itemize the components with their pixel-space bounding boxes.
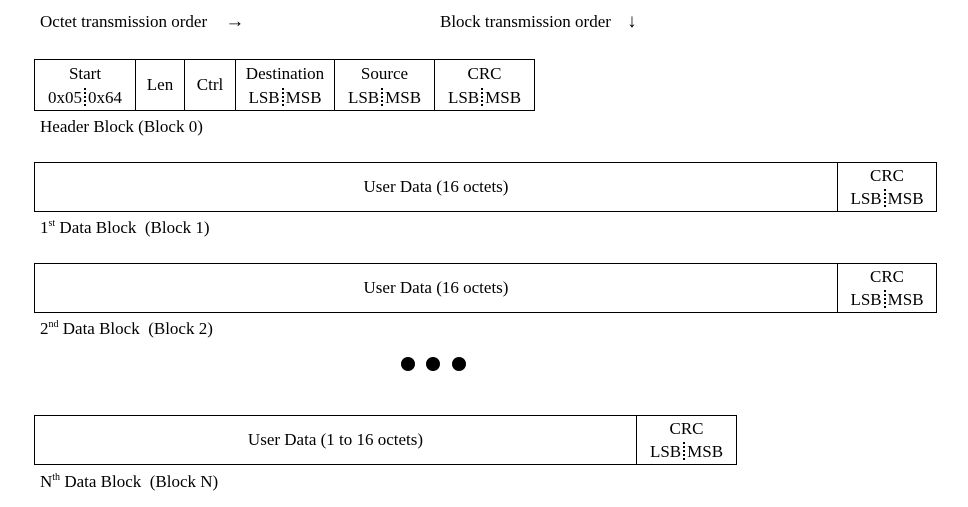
crc-label: CRC	[669, 419, 704, 438]
caption-ordinal: nd	[48, 319, 59, 330]
len-field: Len	[135, 60, 184, 110]
destination-bytes: LSB MSB	[236, 88, 334, 108]
octet-divider	[281, 88, 284, 106]
octet-divider	[883, 189, 886, 207]
lsb-label: LSB	[447, 88, 480, 107]
ellipsis-dot	[401, 357, 415, 371]
user-data-field: User Data (1 to 16 octets)	[35, 416, 636, 464]
data-block-n: User Data (1 to 16 octets) CRC LSB MSB	[34, 415, 737, 465]
msb-label: MSB	[887, 189, 924, 208]
msb-label: MSB	[687, 442, 724, 461]
ctrl-label: Ctrl	[196, 75, 224, 94]
caption-ordinal: th	[52, 472, 61, 483]
crc-bytes: LSB MSB	[838, 290, 936, 310]
caption-text: Data Block (Block 1)	[55, 218, 210, 237]
octet-order-label: Octet transmission order →	[40, 12, 244, 32]
data-block-n-caption: Nth Data Block (Block N)	[40, 472, 218, 492]
caption-text: Data Block (Block 2)	[58, 319, 213, 338]
msb-label: MSB	[385, 88, 422, 107]
block-order-label: Block transmission order ↓	[440, 12, 637, 32]
ctrl-field: Ctrl	[184, 60, 235, 110]
block-order-text: Block transmission order	[440, 12, 611, 31]
caption-text: Data Block (Block N)	[60, 472, 219, 491]
data-crc-field: CRC LSB MSB	[636, 416, 736, 464]
source-label: Source	[360, 64, 409, 83]
header-block: Start 0x05 0x64 Len Ctrl Destination LSB M…	[34, 59, 535, 111]
user-data-field: User Data (16 octets)	[35, 264, 837, 312]
octet-divider	[683, 442, 686, 460]
crc-bytes: LSB MSB	[838, 189, 936, 209]
octet-order-text: Octet transmission order	[40, 12, 208, 31]
down-arrow-icon: ↓	[627, 11, 637, 32]
len-label: Len	[146, 75, 174, 94]
user-data-label: User Data (1 to 16 octets)	[247, 430, 424, 449]
data-block-1: User Data (16 octets) CRC LSB MSB	[34, 162, 937, 212]
crc-label: CRC	[869, 267, 905, 286]
data-block-1-caption: 1st Data Block (Block 1)	[40, 218, 210, 238]
start-field: Start 0x05 0x64	[35, 60, 135, 110]
source-field: Source LSB MSB	[334, 60, 434, 110]
data-crc-field: CRC LSB MSB	[837, 264, 936, 312]
ellipsis-dot	[426, 357, 440, 371]
octet-divider	[84, 88, 86, 106]
lsb-label: LSB	[347, 88, 380, 107]
user-data-label: User Data (16 octets)	[363, 278, 509, 297]
data-crc-field: CRC LSB MSB	[837, 163, 936, 211]
caption-ordinal: st	[48, 218, 56, 229]
start-label: Start	[68, 64, 102, 83]
crc-bytes: LSB MSB	[637, 442, 736, 462]
crc-bytes: LSB MSB	[435, 88, 534, 108]
lsb-label: LSB	[850, 189, 882, 208]
start-byte-0: 0x05	[48, 88, 82, 107]
source-bytes: LSB MSB	[335, 88, 434, 108]
octet-divider	[381, 88, 384, 106]
octet-divider	[883, 290, 886, 308]
lsb-label: LSB	[248, 88, 280, 107]
header-crc-field: CRC LSB MSB	[434, 60, 534, 110]
destination-field: Destination LSB MSB	[235, 60, 334, 110]
crc-label: CRC	[869, 166, 905, 185]
lsb-label: LSB	[649, 442, 682, 461]
msb-label: MSB	[485, 88, 522, 107]
destination-label: Destination	[245, 64, 325, 83]
lsb-label: LSB	[850, 290, 882, 309]
right-arrow-icon: →	[225, 11, 245, 32]
user-data-label: User Data (16 octets)	[363, 177, 509, 196]
caption-number: 2	[40, 319, 49, 338]
start-values: 0x05 0x64	[35, 88, 135, 108]
ellipsis-dot	[452, 357, 466, 371]
crc-label: CRC	[467, 64, 502, 83]
msb-label: MSB	[887, 290, 924, 309]
caption-number: 1	[40, 218, 49, 237]
caption-number: N	[40, 472, 53, 491]
octet-divider	[481, 88, 484, 106]
data-block-2: User Data (16 octets) CRC LSB MSB	[34, 263, 937, 313]
data-block-2-caption: 2nd Data Block (Block 2)	[40, 319, 213, 339]
msb-label: MSB	[285, 88, 322, 107]
user-data-field: User Data (16 octets)	[35, 163, 837, 211]
start-byte-1: 0x64	[88, 88, 122, 107]
header-block-caption: Header Block (Block 0)	[40, 117, 203, 136]
